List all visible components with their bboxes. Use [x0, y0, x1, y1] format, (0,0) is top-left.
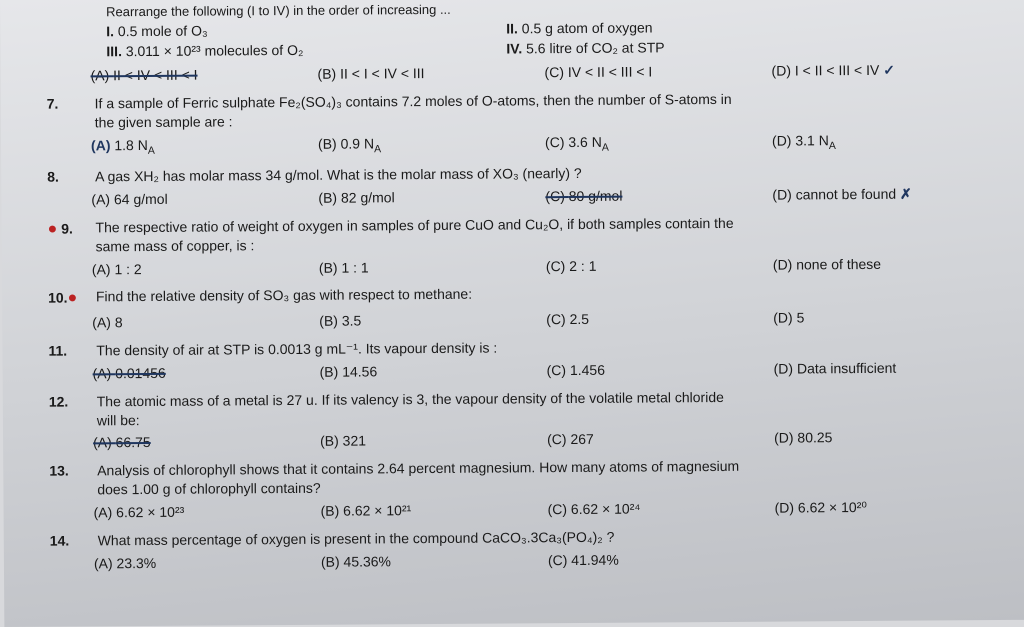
q13-number: 13.	[49, 462, 93, 481]
q9-opt-d: (D) none of these	[773, 252, 1000, 274]
q10-opt-d: (D) 5	[773, 305, 1000, 327]
q11-opt-d: (D) Data insufficient	[774, 356, 1001, 378]
q9: ● 9. The respective ratio of weight of o…	[48, 212, 1000, 279]
q6-fragment: Rearrange the following (I to IV) in the…	[46, 0, 999, 86]
q9-opt-a: (A) 1 : 2	[92, 256, 319, 278]
q11-opt-b: (B) 14.56	[320, 359, 547, 381]
q13-opt-c: (C) 6.62 × 10²⁴	[547, 497, 774, 519]
q7-stem: If a sample of Ferric sulphate Fe₂(SO₄)₃…	[95, 88, 995, 132]
q6-opt-a: (A) II < IV < III < I	[90, 63, 317, 85]
header-fragment: Rearrange the following (I to IV) in the…	[106, 2, 451, 19]
q6-opt-c: (C) IV < II < III < I	[544, 60, 771, 82]
q10-number: 10.●	[48, 288, 92, 310]
q6-roman-i: I. 0.5 mole of O₃	[106, 18, 506, 42]
q7: 7. If a sample of Ferric sulphate Fe₂(SO…	[47, 88, 999, 158]
q7-number: 7.	[47, 95, 91, 114]
q13: 13. Analysis of chlorophyll shows that i…	[49, 455, 1001, 522]
q13-opt-d: (D) 6.62 × 10²⁰	[774, 495, 1001, 517]
q11-opt-c: (C) 1.456	[547, 357, 774, 379]
q7-opt-d: (D) 3.1 NA	[772, 128, 999, 154]
q11-number: 11.	[48, 341, 92, 360]
q9-opt-c: (C) 2 : 1	[546, 253, 773, 275]
tick-icon: ✓	[883, 62, 895, 78]
q11: 11. The density of air at STP is 0.0013 …	[48, 335, 1000, 383]
q9-number: ● 9.	[48, 218, 92, 240]
q12-opt-a: (A) 66.75	[93, 430, 320, 452]
q8-opt-c: (C) 80 g/mol	[545, 183, 772, 205]
q11-opt-a: (A) 0.01456	[93, 361, 320, 383]
q8: 8. A gas XH₂ has molar mass 34 g/mol. Wh…	[47, 161, 999, 209]
q6-opt-b: (B) II < I < IV < III	[317, 62, 544, 84]
q14: 14. What mass percentage of oxygen is pr…	[50, 525, 1002, 573]
q8-opt-d: (D) cannot be found ✗	[772, 182, 999, 204]
dot-icon: ●	[48, 220, 58, 237]
q10-opt-a: (A) 8	[92, 310, 319, 332]
q6-roman-iv: IV. 5.6 litre of CO₂ at STP	[506, 36, 906, 60]
q13-stem: Analysis of chlorophyll shows that it co…	[97, 455, 997, 499]
exam-page: Rearrange the following (I to IV) in the…	[0, 0, 1024, 627]
q6-roman-ii: II. 0.5 g atom of oxygen	[506, 15, 906, 39]
q12-number: 12.	[49, 392, 93, 411]
q9-opt-b: (B) 1 : 1	[319, 255, 546, 277]
q12: 12. The atomic mass of a metal is 27 u. …	[49, 386, 1001, 453]
q8-number: 8.	[47, 167, 91, 186]
q6-roman-iii: III. 3.011 × 10²³ molecules of O₂	[106, 39, 506, 63]
q12-opt-d: (D) 80.25	[774, 425, 1001, 447]
q6-opt-d: (D) I < II < III < IV ✓	[771, 58, 998, 80]
q10-opt-b: (B) 3.5	[319, 308, 546, 330]
dot-icon: ●	[67, 290, 77, 307]
q14-opt-b: (B) 45.36%	[321, 549, 548, 571]
q13-opt-b: (B) 6.62 × 10²¹	[320, 498, 547, 520]
q7-opt-c: (C) 3.6 NA	[545, 130, 772, 156]
q14-opt-d	[775, 546, 1002, 568]
q13-opt-a: (A) 6.62 × 10²³	[94, 500, 321, 522]
q14-opt-a: (A) 23.3%	[94, 551, 321, 573]
q7-opt-b: (B) 0.9 NA	[318, 131, 545, 157]
q12-opt-c: (C) 267	[547, 427, 774, 449]
q10-stem: Find the relative density of SO₃ gas wit…	[96, 281, 996, 306]
q10-opt-c: (C) 2.5	[546, 307, 773, 329]
q9-stem: The respective ratio of weight of oxygen…	[95, 212, 995, 256]
q8-opt-b: (B) 82 g/mol	[318, 185, 545, 207]
q7-opt-a: (A) 1.8 NA	[91, 133, 318, 159]
q12-opt-b: (B) 321	[320, 429, 547, 451]
q14-number: 14.	[50, 531, 94, 550]
q14-opt-c: (C) 41.94%	[548, 548, 775, 570]
q8-opt-a: (A) 64 g/mol	[91, 187, 318, 209]
cross-icon: ✗	[900, 185, 912, 201]
q10: 10.● Find the relative density of SO₃ ga…	[48, 281, 1000, 332]
q12-stem: The atomic mass of a metal is 27 u. If i…	[97, 386, 997, 430]
